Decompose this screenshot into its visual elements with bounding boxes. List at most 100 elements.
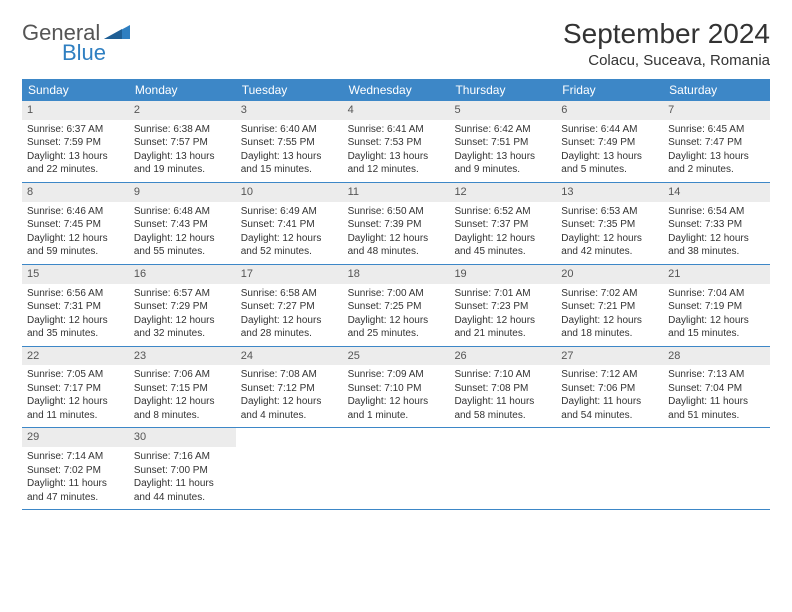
sunset-text: Sunset: 7:23 PM: [454, 300, 551, 314]
sunrise-text: Sunrise: 6:44 AM: [561, 123, 658, 137]
day-number: 25: [343, 347, 450, 366]
day-number: 2: [129, 101, 236, 120]
daylight-text: and 12 minutes.: [348, 163, 445, 177]
sunrise-text: Sunrise: 6:42 AM: [454, 123, 551, 137]
logo: General Blue: [22, 18, 130, 66]
daylight-text: and 19 minutes.: [134, 163, 231, 177]
daylight-text: Daylight: 12 hours: [454, 314, 551, 328]
sunrise-text: Sunrise: 6:38 AM: [134, 123, 231, 137]
day-number: 17: [236, 265, 343, 284]
week-row: 29Sunrise: 7:14 AMSunset: 7:02 PMDayligh…: [22, 428, 770, 510]
daylight-text: Daylight: 12 hours: [348, 395, 445, 409]
day-cell: [449, 428, 556, 509]
sunrise-text: Sunrise: 6:57 AM: [134, 287, 231, 301]
day-cell: 11Sunrise: 6:50 AMSunset: 7:39 PMDayligh…: [343, 183, 450, 264]
weekday-header: Friday: [556, 79, 663, 101]
day-cell: 20Sunrise: 7:02 AMSunset: 7:21 PMDayligh…: [556, 265, 663, 346]
daylight-text: and 44 minutes.: [134, 491, 231, 505]
sunrise-text: Sunrise: 6:49 AM: [241, 205, 338, 219]
day-cell: 18Sunrise: 7:00 AMSunset: 7:25 PMDayligh…: [343, 265, 450, 346]
sunrise-text: Sunrise: 6:52 AM: [454, 205, 551, 219]
daylight-text: Daylight: 13 hours: [561, 150, 658, 164]
week-row: 1Sunrise: 6:37 AMSunset: 7:59 PMDaylight…: [22, 101, 770, 183]
calendar: Sunday Monday Tuesday Wednesday Thursday…: [22, 79, 770, 510]
daylight-text: Daylight: 12 hours: [27, 314, 124, 328]
day-cell: 9Sunrise: 6:48 AMSunset: 7:43 PMDaylight…: [129, 183, 236, 264]
daylight-text: Daylight: 13 hours: [454, 150, 551, 164]
daylight-text: and 48 minutes.: [348, 245, 445, 259]
day-cell: 29Sunrise: 7:14 AMSunset: 7:02 PMDayligh…: [22, 428, 129, 509]
sunset-text: Sunset: 7:55 PM: [241, 136, 338, 150]
weekday-header: Monday: [129, 79, 236, 101]
daylight-text: Daylight: 11 hours: [561, 395, 658, 409]
daylight-text: and 15 minutes.: [668, 327, 765, 341]
week-row: 8Sunrise: 6:46 AMSunset: 7:45 PMDaylight…: [22, 183, 770, 265]
daylight-text: Daylight: 12 hours: [27, 395, 124, 409]
sunrise-text: Sunrise: 7:13 AM: [668, 368, 765, 382]
sunset-text: Sunset: 7:35 PM: [561, 218, 658, 232]
day-number: 8: [22, 183, 129, 202]
logo-triangle-icon: [104, 23, 130, 44]
sunrise-text: Sunrise: 7:05 AM: [27, 368, 124, 382]
daylight-text: Daylight: 11 hours: [668, 395, 765, 409]
sunrise-text: Sunrise: 7:12 AM: [561, 368, 658, 382]
sunset-text: Sunset: 7:43 PM: [134, 218, 231, 232]
day-cell: 8Sunrise: 6:46 AMSunset: 7:45 PMDaylight…: [22, 183, 129, 264]
sunrise-text: Sunrise: 7:01 AM: [454, 287, 551, 301]
day-number: 27: [556, 347, 663, 366]
sunset-text: Sunset: 7:25 PM: [348, 300, 445, 314]
daylight-text: Daylight: 12 hours: [561, 232, 658, 246]
weekday-header: Wednesday: [343, 79, 450, 101]
day-cell: 23Sunrise: 7:06 AMSunset: 7:15 PMDayligh…: [129, 347, 236, 428]
daylight-text: and 52 minutes.: [241, 245, 338, 259]
day-cell: 26Sunrise: 7:10 AMSunset: 7:08 PMDayligh…: [449, 347, 556, 428]
daylight-text: Daylight: 12 hours: [454, 232, 551, 246]
daylight-text: and 58 minutes.: [454, 409, 551, 423]
daylight-text: and 45 minutes.: [454, 245, 551, 259]
day-number: 30: [129, 428, 236, 447]
sunrise-text: Sunrise: 7:04 AM: [668, 287, 765, 301]
sunset-text: Sunset: 7:12 PM: [241, 382, 338, 396]
daylight-text: and 2 minutes.: [668, 163, 765, 177]
daylight-text: and 1 minute.: [348, 409, 445, 423]
daylight-text: and 8 minutes.: [134, 409, 231, 423]
daylight-text: and 15 minutes.: [241, 163, 338, 177]
day-number: 14: [663, 183, 770, 202]
sunrise-text: Sunrise: 6:41 AM: [348, 123, 445, 137]
day-cell: 6Sunrise: 6:44 AMSunset: 7:49 PMDaylight…: [556, 101, 663, 182]
sunset-text: Sunset: 7:33 PM: [668, 218, 765, 232]
weekday-header: Saturday: [663, 79, 770, 101]
sunset-text: Sunset: 7:17 PM: [27, 382, 124, 396]
weekday-header: Sunday: [22, 79, 129, 101]
day-number: 12: [449, 183, 556, 202]
daylight-text: and 21 minutes.: [454, 327, 551, 341]
day-number: 19: [449, 265, 556, 284]
day-number: 29: [22, 428, 129, 447]
sunrise-text: Sunrise: 7:09 AM: [348, 368, 445, 382]
daylight-text: and 11 minutes.: [27, 409, 124, 423]
sunrise-text: Sunrise: 7:10 AM: [454, 368, 551, 382]
day-cell: 17Sunrise: 6:58 AMSunset: 7:27 PMDayligh…: [236, 265, 343, 346]
sunset-text: Sunset: 7:27 PM: [241, 300, 338, 314]
day-cell: 28Sunrise: 7:13 AMSunset: 7:04 PMDayligh…: [663, 347, 770, 428]
weekday-header: Thursday: [449, 79, 556, 101]
sunrise-text: Sunrise: 7:06 AM: [134, 368, 231, 382]
day-number: 23: [129, 347, 236, 366]
sunset-text: Sunset: 7:04 PM: [668, 382, 765, 396]
day-number: 3: [236, 101, 343, 120]
day-number: 20: [556, 265, 663, 284]
daylight-text: Daylight: 12 hours: [668, 232, 765, 246]
daylight-text: Daylight: 12 hours: [348, 232, 445, 246]
day-number: 1: [22, 101, 129, 120]
day-number: 9: [129, 183, 236, 202]
day-cell: 7Sunrise: 6:45 AMSunset: 7:47 PMDaylight…: [663, 101, 770, 182]
title-block: September 2024 Colacu, Suceava, Romania: [563, 18, 770, 69]
day-number: 22: [22, 347, 129, 366]
sunset-text: Sunset: 7:08 PM: [454, 382, 551, 396]
day-cell: 15Sunrise: 6:56 AMSunset: 7:31 PMDayligh…: [22, 265, 129, 346]
daylight-text: and 42 minutes.: [561, 245, 658, 259]
day-number: 21: [663, 265, 770, 284]
daylight-text: Daylight: 12 hours: [241, 314, 338, 328]
daylight-text: and 35 minutes.: [27, 327, 124, 341]
sunset-text: Sunset: 7:10 PM: [348, 382, 445, 396]
